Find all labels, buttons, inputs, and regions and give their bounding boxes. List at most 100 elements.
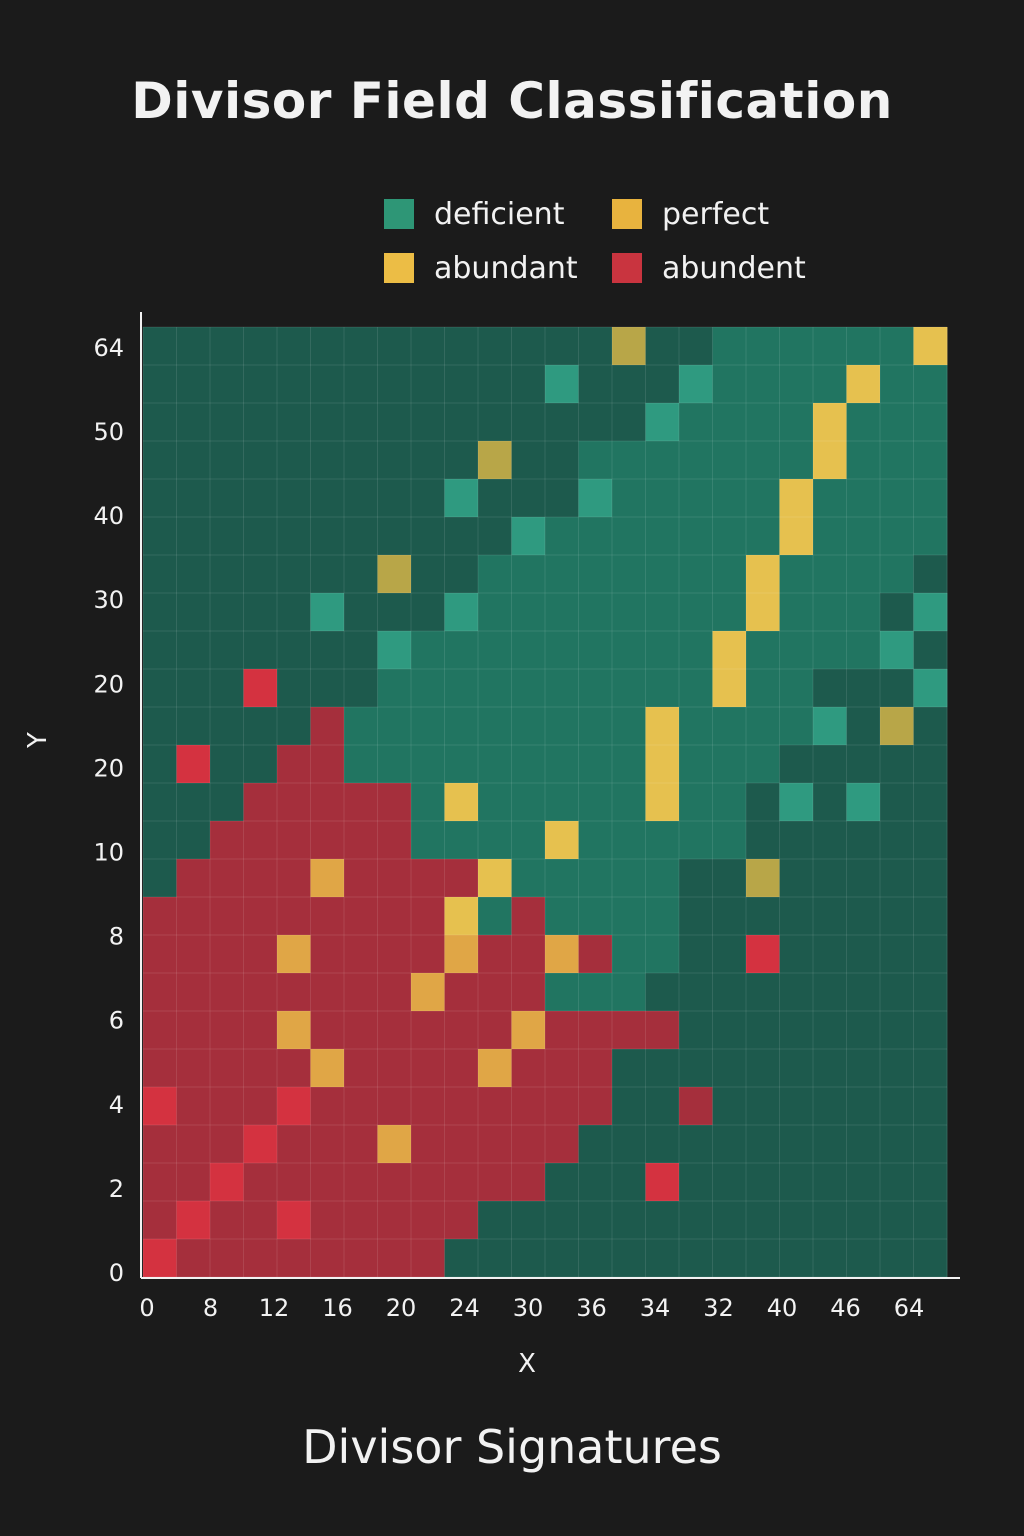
heatmap-cell <box>913 935 948 974</box>
heatmap-cell <box>913 1049 948 1088</box>
heatmap-cell <box>411 441 445 480</box>
heatmap-cell <box>746 365 780 404</box>
heatmap-cell <box>645 1163 680 1202</box>
heatmap-cell <box>344 897 378 936</box>
heatmap-cell <box>210 745 244 784</box>
heatmap-cell <box>779 935 814 974</box>
heatmap-cell <box>746 1163 780 1202</box>
heatmap-cell <box>411 1087 445 1126</box>
legend-swatch-abundent <box>612 253 642 283</box>
heatmap-cell <box>511 403 546 442</box>
heatmap-cell <box>545 327 579 366</box>
heatmap-cell <box>813 935 847 974</box>
heatmap-cell <box>712 1049 747 1088</box>
heatmap-cell <box>277 1049 311 1088</box>
heatmap-cell <box>344 973 378 1012</box>
heatmap-cell <box>210 821 244 860</box>
heatmap-cell <box>210 1201 244 1240</box>
heatmap-cell <box>746 1239 780 1278</box>
heatmap-cell <box>746 669 780 708</box>
x-tick-label: 64 <box>894 1294 925 1322</box>
y-tick-label: 40 <box>93 502 124 530</box>
heatmap-cell <box>612 859 646 898</box>
heatmap-cell <box>344 479 378 518</box>
heatmap-cell <box>846 935 881 974</box>
heatmap-cell <box>210 1087 244 1126</box>
heatmap-cell <box>880 555 914 594</box>
heatmap-cell <box>913 821 948 860</box>
heatmap-cell <box>377 859 412 898</box>
heatmap-cell <box>880 707 914 746</box>
heatmap-cell <box>645 1049 680 1088</box>
heatmap-cell <box>210 669 244 708</box>
heatmap-cell <box>243 935 278 974</box>
heatmap-cell <box>880 1201 914 1240</box>
heatmap-cell <box>612 1163 646 1202</box>
heatmap-cell <box>578 327 613 366</box>
heatmap-cell <box>511 479 546 518</box>
heatmap-cell <box>310 1049 345 1088</box>
heatmap-cell <box>813 973 847 1012</box>
heatmap-cell <box>444 669 479 708</box>
heatmap-cell <box>277 783 311 822</box>
heatmap-cell <box>143 441 177 480</box>
heatmap-cell <box>277 821 311 860</box>
x-tick-label: 24 <box>449 1294 480 1322</box>
heatmap-cell <box>377 669 412 708</box>
heatmap-cell <box>712 479 747 518</box>
heatmap-cell <box>377 327 412 366</box>
heatmap-cell <box>913 403 948 442</box>
heatmap-cell <box>444 403 479 442</box>
heatmap-cell <box>176 593 211 632</box>
heatmap-cell <box>880 859 914 898</box>
heatmap-cell <box>344 821 378 860</box>
heatmap-cell <box>377 973 412 1012</box>
heatmap-cell <box>578 1125 613 1164</box>
heatmap-cell <box>210 1239 244 1278</box>
heatmap-cell <box>377 783 412 822</box>
heatmap-cell <box>478 441 512 480</box>
y-tick-label: 2 <box>109 1175 124 1203</box>
heatmap-cell <box>344 935 378 974</box>
heatmap-cell <box>444 897 479 936</box>
heatmap-cell <box>545 1125 579 1164</box>
heatmap-cell <box>310 441 345 480</box>
heatmap-cell <box>813 783 847 822</box>
heatmap-cell <box>779 1163 814 1202</box>
heatmap-cell <box>377 745 412 784</box>
heatmap-cell <box>545 745 579 784</box>
heatmap-cell <box>645 935 680 974</box>
heatmap-cell <box>243 631 278 670</box>
heatmap-cell <box>846 555 881 594</box>
heatmap-cell <box>277 973 311 1012</box>
heatmap-cell <box>712 745 747 784</box>
heatmap-cell <box>846 1049 881 1088</box>
heatmap-cell <box>545 1011 579 1050</box>
heatmap-cell <box>679 897 713 936</box>
heatmap-cell <box>310 745 345 784</box>
legend-swatch-deficient <box>384 199 414 229</box>
heatmap-cell <box>679 783 713 822</box>
heatmap-cell <box>545 859 579 898</box>
heatmap-cell <box>645 1087 680 1126</box>
heatmap-cell <box>210 517 244 556</box>
gridlines <box>142 326 948 1278</box>
heatmap-cell <box>478 1011 512 1050</box>
heatmap-cell <box>913 479 948 518</box>
heatmap-cell <box>277 859 311 898</box>
heatmap-cell <box>578 1087 613 1126</box>
heatmap-cell <box>444 517 479 556</box>
heatmap-cell <box>746 479 780 518</box>
heatmap-cell <box>712 403 747 442</box>
heatmap-cell <box>578 973 613 1012</box>
x-tick-label: 34 <box>640 1294 671 1322</box>
heatmap-cell <box>478 859 512 898</box>
heatmap-cell <box>578 517 613 556</box>
heatmap-cell <box>478 707 512 746</box>
heatmap-cell <box>243 1239 278 1278</box>
heatmap-cell <box>444 973 479 1012</box>
heatmap-cell <box>645 403 680 442</box>
heatmap-cell <box>813 517 847 556</box>
heatmap-cell <box>645 783 680 822</box>
heatmap-cell <box>411 707 445 746</box>
